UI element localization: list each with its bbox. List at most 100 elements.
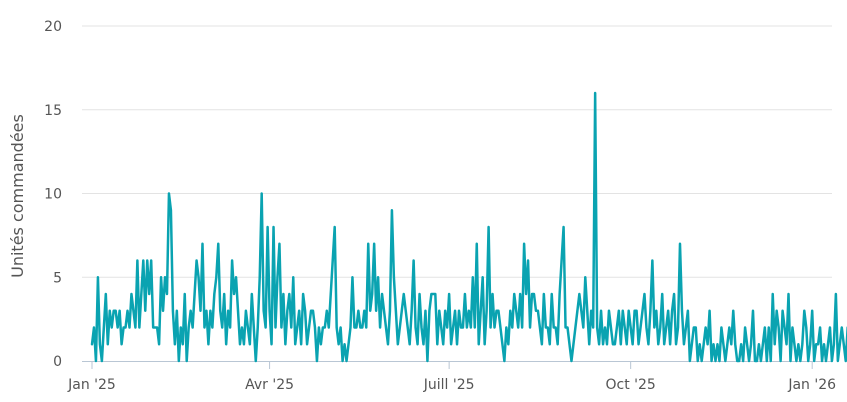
data-point [507,343,510,346]
data-point [444,309,447,312]
data-point [469,326,472,329]
data-point [728,326,731,329]
data-point [95,360,97,362]
data-point [448,293,451,295]
data-point [138,326,141,329]
data-point [649,309,652,312]
data-point [349,326,352,329]
data-point [821,360,823,362]
data-point [391,209,393,212]
data-point [290,326,293,329]
data-point [286,309,289,312]
data-point [392,276,395,279]
data-point [430,293,433,295]
data-point [797,343,800,346]
data-point [280,326,283,329]
data-point [363,309,366,312]
data-point [308,326,310,329]
data-point [170,209,172,212]
data-point [513,293,516,295]
data-point [246,326,249,329]
data-point [667,309,670,312]
data-point [677,326,679,329]
data-point [803,309,806,312]
data-point [91,343,93,346]
data-point [726,343,729,346]
series-line [90,91,847,363]
data-point [736,360,739,362]
data-point [612,343,614,346]
data-point [225,343,228,346]
data-point [533,293,535,295]
data-point [600,309,602,312]
data-point [97,276,99,279]
data-point [775,309,778,312]
data-point [758,343,760,346]
data-point [166,293,168,295]
data-point [343,343,346,346]
data-point [698,343,701,346]
data-point [327,326,330,329]
data-point [116,326,119,329]
data-point [227,309,230,312]
data-point [560,259,563,262]
data-point [264,326,267,329]
data-point [260,192,263,195]
data-point [740,343,743,346]
data-point [584,276,587,279]
data-point [621,309,624,312]
data-point [146,259,149,262]
data-point [211,326,214,329]
data-point [452,326,454,329]
data-point [298,309,301,312]
data-point [785,343,788,346]
data-point [383,309,385,312]
data-point [495,309,498,312]
data-point [501,343,504,346]
data-point [412,259,415,262]
data-point [148,293,151,295]
data-point [181,343,184,346]
data-point [675,343,677,346]
data-point [706,343,709,346]
data-point [128,326,131,329]
data-point [746,343,748,346]
data-point [671,309,673,312]
data-point [562,226,565,228]
data-point [793,343,796,346]
data-point [641,309,644,312]
data-point [231,259,233,262]
data-point [661,293,664,295]
data-point [292,276,295,279]
data-point [487,226,490,228]
data-point [404,309,407,312]
series-points [91,92,847,362]
data-point [106,343,109,346]
data-point [183,293,186,295]
data-point [467,309,470,312]
data-point [692,326,695,329]
data-point [414,326,417,329]
data-point [150,259,153,262]
data-point [756,360,758,362]
data-point [544,326,547,329]
data-point [189,309,192,312]
data-point [357,309,360,312]
data-point [548,343,551,346]
data-point [844,360,847,362]
data-point [341,360,344,362]
data-point [136,259,139,262]
y-tick-label: 20 [44,19,62,35]
data-point [807,360,810,362]
data-point [750,343,752,346]
data-point [834,293,837,295]
x-tick-label: Jan '26 [787,377,836,393]
data-point [529,326,531,329]
data-point [578,293,581,295]
data-point [274,326,277,329]
data-point [809,343,812,346]
data-point [799,360,802,362]
data-point [175,309,178,312]
data-point [779,360,782,362]
data-point [118,309,121,312]
